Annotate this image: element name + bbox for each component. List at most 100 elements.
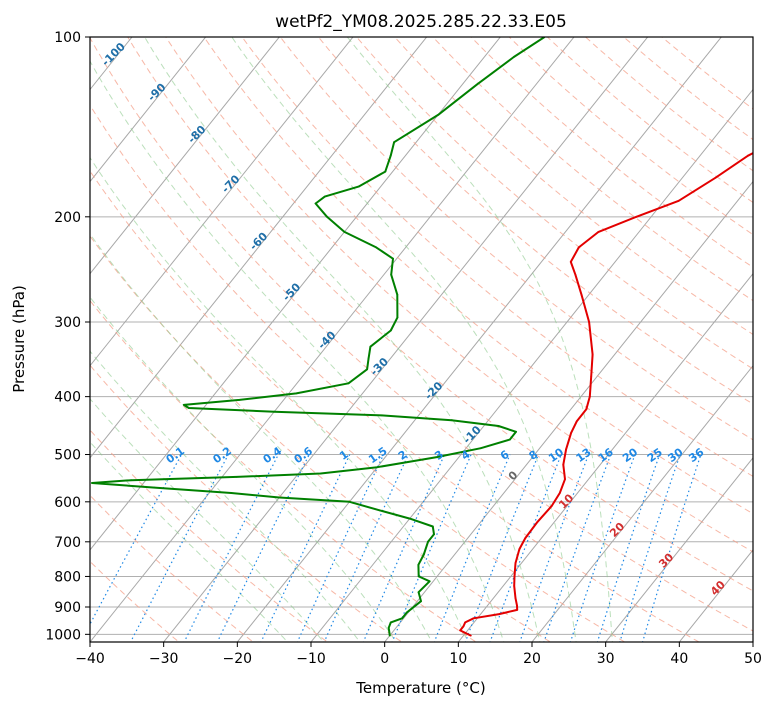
x-tick-label: 10: [449, 651, 467, 667]
temperature-point: [565, 448, 567, 451]
moist-adiabat: [90, 441, 289, 642]
y-axis-title: Pressure (hPa): [10, 285, 28, 393]
dewpoint-point: [376, 466, 379, 469]
y-tick-label: 500: [54, 448, 81, 464]
dewpoint-point: [314, 202, 317, 205]
temperature-point: [585, 408, 588, 411]
isotherm-line: [90, 37, 280, 275]
y-tick-label: 800: [54, 569, 81, 585]
dewpoint-point: [428, 580, 431, 583]
temperature-point: [516, 609, 519, 611]
y-tick-label: 100: [54, 30, 81, 46]
dewpoint-point: [366, 368, 368, 371]
isotherm-line: [310, 88, 753, 642]
dewpoint-point: [369, 345, 372, 348]
dewpoint-point: [348, 500, 351, 503]
dewpoint-point: [319, 472, 322, 475]
dry-adiabat: [90, 560, 180, 642]
mixing-ratio-line: [641, 454, 702, 642]
dewpoint-point: [417, 575, 420, 578]
x-tick-label: −10: [296, 651, 326, 667]
dewpoint-point: [389, 621, 392, 624]
mixing-ratio-line: [296, 454, 385, 642]
temperature-point: [747, 154, 749, 157]
dry-adiabat: [90, 104, 700, 642]
dry-adiabat: [203, 37, 753, 515]
dewpoint-point: [389, 154, 392, 157]
temperature-point: [462, 625, 465, 628]
dewpoint-point: [375, 246, 378, 249]
dewpoint-point: [238, 399, 241, 401]
temperature-point: [597, 231, 600, 233]
dewpoint-point: [91, 482, 93, 484]
temperature-point: [575, 420, 578, 423]
x-tick-label: 50: [744, 651, 762, 667]
dewpoint-point: [384, 170, 387, 173]
temperature-profile-line: [459, 152, 753, 637]
temperature-point: [513, 585, 516, 587]
dewpoint-point: [435, 456, 438, 458]
temperature-point: [677, 199, 680, 202]
dewpoint-point: [235, 476, 238, 478]
isotherm-line: [457, 272, 753, 642]
dewpoint-point: [347, 382, 350, 385]
isotherm-line: [678, 549, 753, 642]
dewpoint-point: [378, 509, 381, 512]
dry-adiabat: [394, 37, 753, 336]
isotherm-line: [236, 37, 722, 642]
x-tick-label: −40: [75, 651, 105, 667]
x-tick-label: 40: [670, 651, 688, 667]
temperature-point: [577, 246, 580, 249]
dewpoint-point: [343, 231, 346, 233]
temperature-point: [588, 321, 590, 323]
dewpoint-point: [420, 600, 422, 603]
temperature-point: [562, 463, 565, 466]
moist-adiabat: [90, 296, 397, 642]
mixing-ratio-line: [519, 454, 590, 642]
temperature-point: [472, 617, 475, 620]
isotherm-line: [605, 457, 753, 642]
temperature-point: [635, 215, 638, 218]
dry-adiabat: [90, 235, 552, 642]
isotherm-line: [384, 180, 753, 642]
temperature-point: [558, 492, 561, 494]
isotherm-line: [90, 37, 207, 183]
y-tick-label: 200: [54, 210, 81, 226]
temperature-point: [591, 353, 594, 356]
chart-title: wetPf2_YM08.2025.285.22.33.E05: [275, 12, 567, 32]
temperature-point: [513, 575, 516, 578]
temperature-point: [516, 604, 518, 607]
dewpoint-point: [431, 525, 434, 528]
temperature-point: [514, 562, 517, 564]
dewpoint-point: [427, 540, 429, 543]
dry-adiabat: [432, 37, 753, 302]
temperature-point: [498, 613, 500, 615]
temperature-point: [514, 597, 517, 600]
dry-adiabat: [90, 170, 626, 642]
dry-adiabat: [241, 37, 753, 477]
temperature-point: [518, 548, 521, 550]
temperature-point: [590, 375, 593, 378]
dewpoint-point: [508, 438, 511, 441]
dewpoint-point: [437, 114, 439, 116]
dry-adiabat: [127, 37, 753, 592]
dewpoint-point: [479, 447, 482, 450]
dewpoint-point: [396, 293, 399, 296]
dry-adiabat: [90, 37, 753, 632]
temperature-point: [550, 505, 553, 507]
isotherm-line: [90, 37, 428, 459]
dewpoint-point: [323, 195, 326, 198]
mixing-ratio-line: [489, 454, 562, 642]
temperature-point: [580, 293, 583, 296]
dewpoint-point: [278, 496, 281, 499]
y-tick-label: 700: [54, 535, 81, 551]
temperature-point: [536, 521, 538, 524]
y-tick-label: 300: [54, 315, 81, 331]
temperature-point: [574, 273, 577, 276]
dewpoint-point: [230, 492, 233, 494]
moist-adiabat: [231, 37, 577, 642]
y-tick-label: 900: [54, 600, 81, 616]
dewpoint-point: [367, 357, 370, 360]
isotherm-line: [531, 364, 753, 642]
